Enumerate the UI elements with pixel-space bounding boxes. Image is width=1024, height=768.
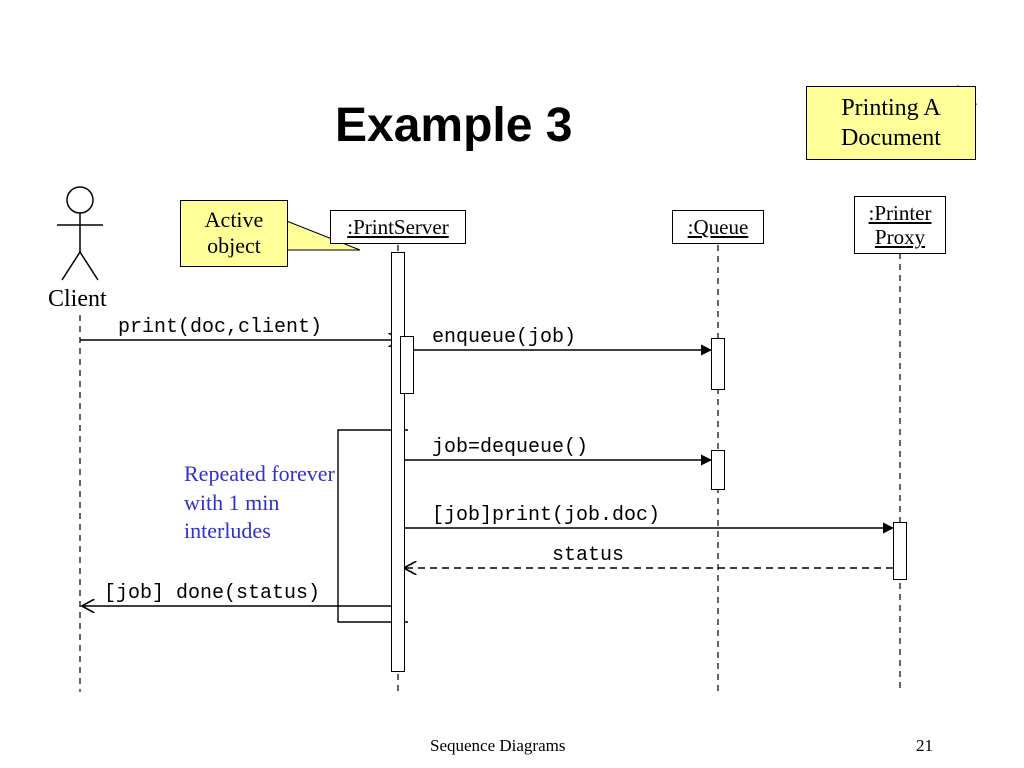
msg-m1: print(doc,client) [118,316,322,339]
callout-active-object: Active object [180,200,288,267]
activation-queue-2 [711,450,725,490]
activation-printerproxy [893,522,907,580]
actor-label: Client [48,286,107,313]
msg-m6: [job] done(status) [104,582,320,605]
lifeline-label-queue: :Queue [688,215,749,239]
footer-center: Sequence Diagrams [430,736,565,756]
lifeline-label-printserver: :PrintServer [347,215,448,239]
page-title: Example 3 [335,98,572,153]
note-printing-document: Printing A Document [806,86,976,160]
lifeline-box-printerproxy: :Printer Proxy [854,196,946,254]
activation-printserver-nested [400,336,414,394]
actor-stick-figure [57,187,103,280]
lifeline-label-printerproxy: :Printer Proxy [869,201,932,249]
note-text: Printing A Document [841,95,941,151]
lifeline-box-queue: :Queue [672,210,764,244]
msg-m2: enqueue(job) [432,326,576,349]
msg-m4: [job]print(job.doc) [432,504,660,527]
footer-page-number: 21 [916,736,933,756]
loop-note: Repeated forever with 1 min interludes [184,460,344,546]
msg-m5: status [552,544,624,567]
msg-m3: job=dequeue() [432,436,588,459]
callout-text: Active object [205,207,264,258]
activation-queue-1 [711,338,725,390]
activation-printserver-main [391,252,405,672]
lifeline-box-printserver: :PrintServer [330,210,466,244]
